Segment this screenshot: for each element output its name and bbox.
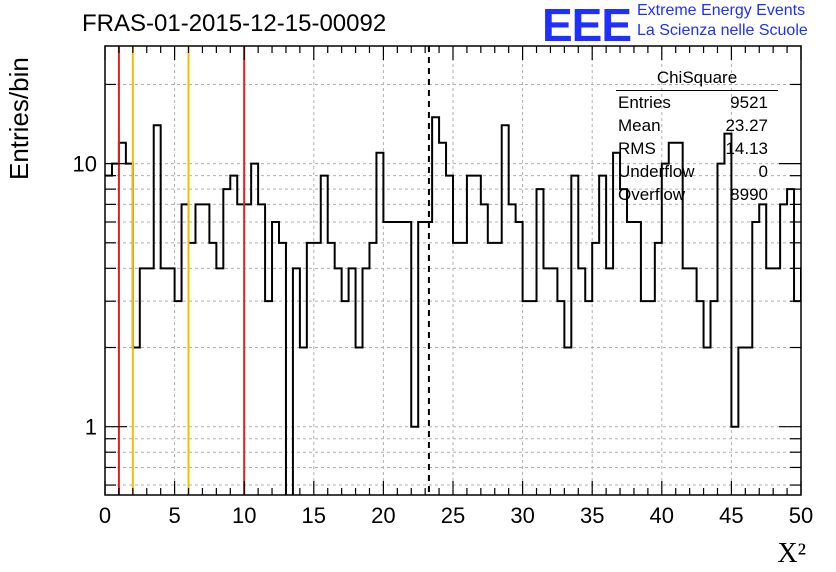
x-tick-label: 5 xyxy=(168,503,180,528)
x-tick-label: 20 xyxy=(371,503,395,528)
logo-subtitle-2: La Scienza nelle Scuole xyxy=(637,22,808,39)
stats-row-rms: RMS 14.13 xyxy=(610,137,778,160)
stats-row-underflow: Underflow 0 xyxy=(610,160,778,183)
stats-label: RMS xyxy=(618,139,656,158)
marker-lines xyxy=(117,46,430,495)
stats-label: Overflow xyxy=(618,185,686,204)
stats-value: 14.13 xyxy=(725,139,768,158)
eee-logo: EEE xyxy=(542,0,632,51)
x-tick-label: 40 xyxy=(650,503,674,528)
stats-box: ChiSquare Entries 9521 Mean 23.27 RMS 14… xyxy=(610,68,778,206)
axes: 0 5 10 15 20 25 30 35 40 45 50 1 10 xyxy=(73,45,813,528)
x-tick-label: 45 xyxy=(719,503,743,528)
stats-label: Mean xyxy=(618,116,661,135)
stats-value: 23.27 xyxy=(725,116,768,135)
y-tick-label: 1 xyxy=(85,415,97,440)
stats-row-entries: Entries 9521 xyxy=(610,91,778,114)
stats-label: Underflow xyxy=(618,162,695,181)
x-tick-label: 25 xyxy=(441,503,465,528)
y-tick-label: 10 xyxy=(73,152,97,177)
stats-row-mean: Mean 23.27 xyxy=(610,114,778,137)
stats-title: ChiSquare xyxy=(616,68,778,91)
histogram-bars xyxy=(105,116,801,495)
x-tick-label: 50 xyxy=(789,503,813,528)
x-tick-label: 10 xyxy=(232,503,256,528)
stats-value: 0 xyxy=(758,162,768,181)
stats-value: 9521 xyxy=(730,93,768,112)
logo-subtitle-1: Extreme Energy Events xyxy=(637,2,806,19)
x-tick-label: 15 xyxy=(302,503,326,528)
stats-row-overflow: Overflow 8990 xyxy=(610,183,778,206)
x-tick-label: 35 xyxy=(580,503,604,528)
x-tick-label: 30 xyxy=(510,503,534,528)
stats-label: Entries xyxy=(618,93,671,112)
stats-value: 8990 xyxy=(730,185,768,204)
x-tick-label: 0 xyxy=(99,503,111,528)
y-axis-label: Entries/bin xyxy=(4,57,34,180)
histogram-outline xyxy=(105,116,801,495)
x-axis-label: X² xyxy=(777,538,806,569)
chart-title: FRAS-01-2015-12-15-00092 xyxy=(82,10,387,37)
